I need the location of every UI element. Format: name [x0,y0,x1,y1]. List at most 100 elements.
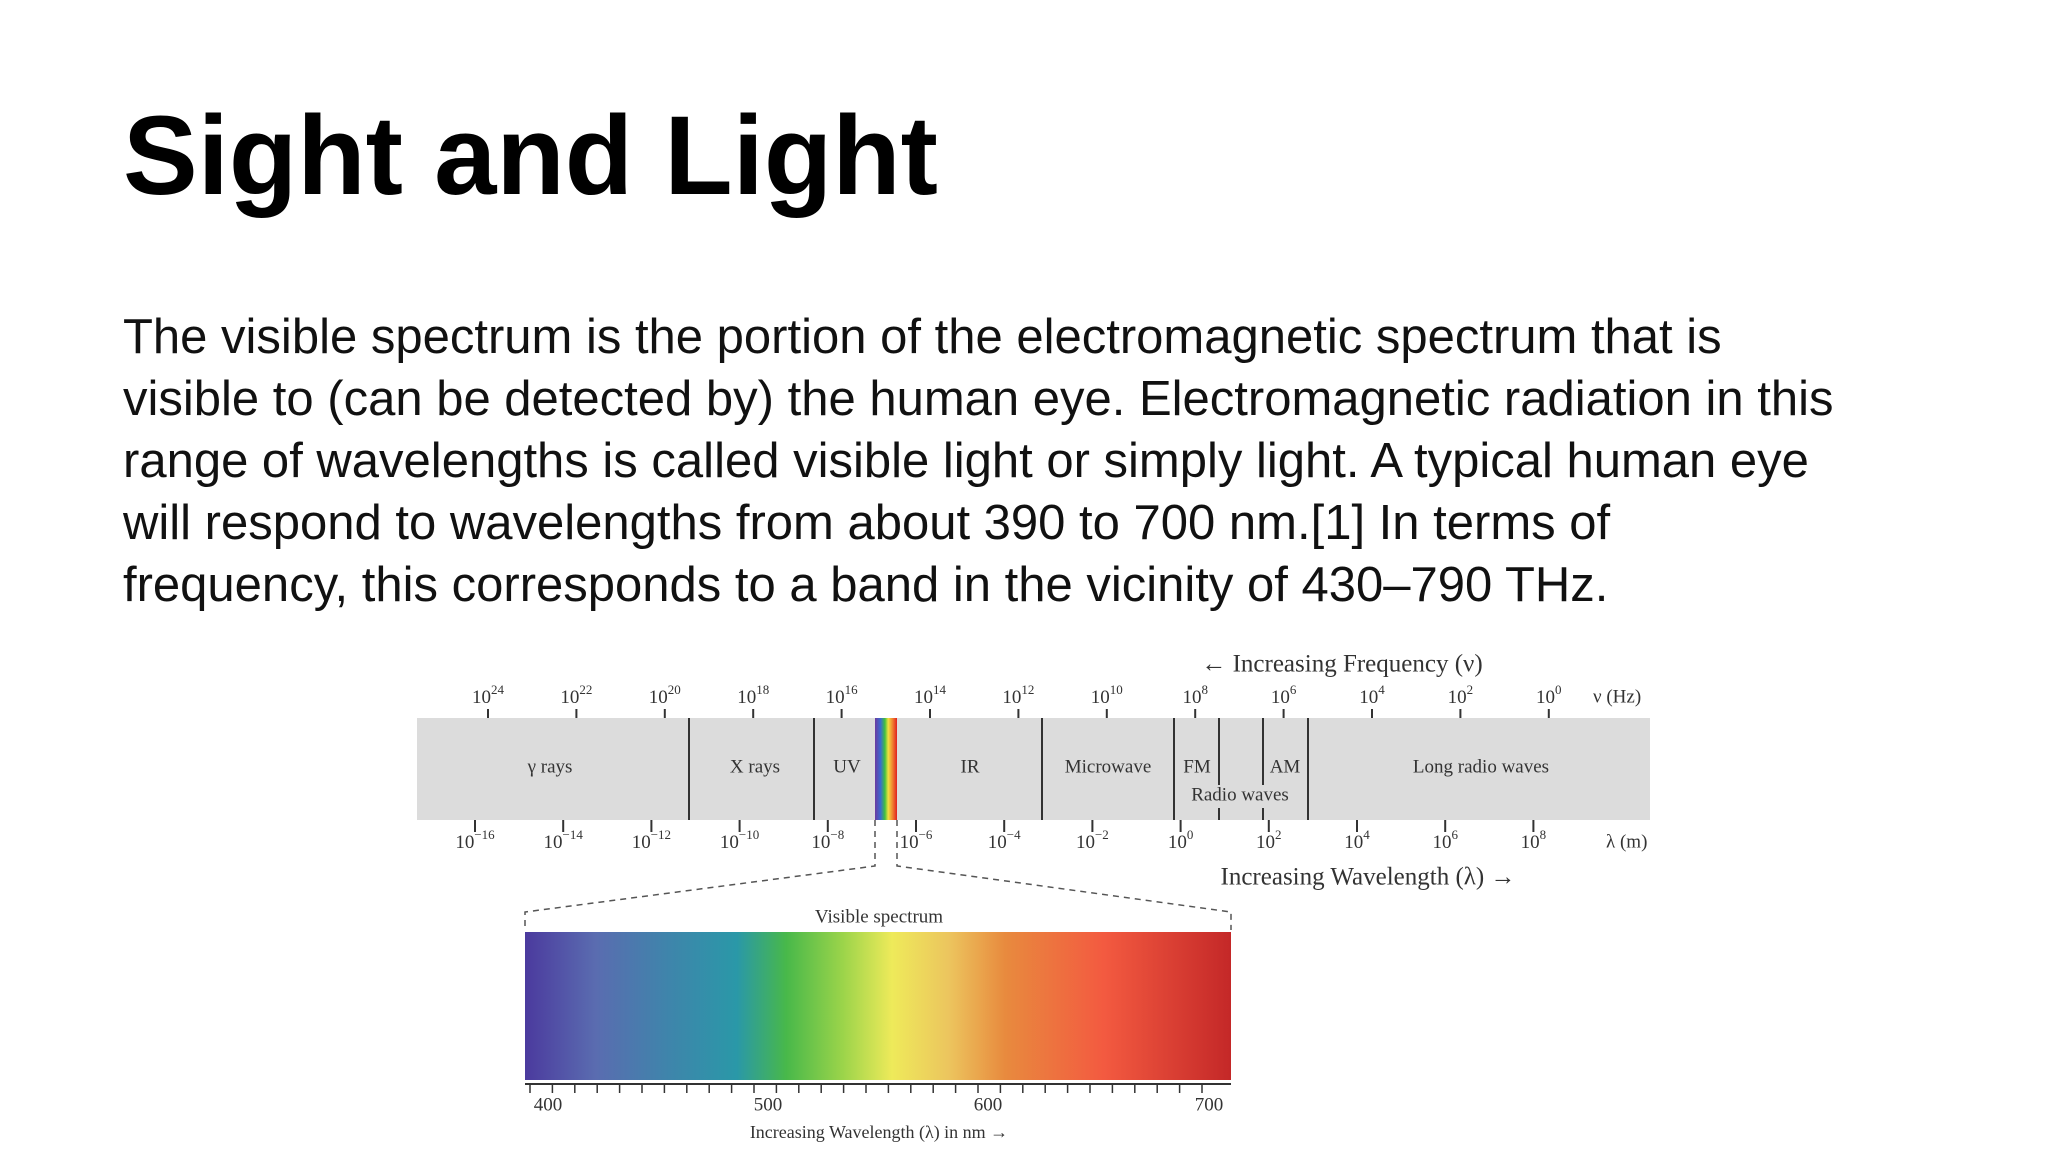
power-label: 106 [1271,682,1297,708]
power-label: 1018 [737,682,769,708]
band-label: UV [833,756,861,777]
power-exponent: −12 [651,827,671,842]
power-base: 10 [720,832,739,853]
visible-stripe [875,718,897,820]
visible-axis-title: Increasing Wavelength (λ) in nm → [750,1122,1008,1143]
power-label: 108 [1521,827,1547,853]
band-label: Microwave [1065,756,1152,777]
band-label: IR [961,756,980,777]
power-exponent: 6 [1290,682,1297,697]
power-label: 1012 [1002,682,1034,708]
power-label: 1022 [560,682,592,708]
spectrum-bar [417,718,1650,820]
power-exponent: 8 [1201,682,1208,697]
power-base: 10 [1521,832,1540,853]
power-exponent: 22 [579,682,592,697]
power-base: 10 [737,687,756,708]
power-label: 100 [1168,827,1194,853]
power-base: 10 [1344,832,1363,853]
power-exponent: 0 [1187,827,1194,842]
power-exponent: 6 [1451,827,1458,842]
power-base: 10 [472,687,491,708]
power-base: 10 [1271,687,1290,708]
power-exponent: 18 [756,682,769,697]
wavelength-axis-title: Increasing Wavelength (λ) → [1221,864,1516,891]
visible-ticks [529,1084,1203,1093]
power-base: 10 [1168,832,1187,853]
power-label: 1014 [914,682,947,708]
power-exponent: −14 [563,827,584,842]
power-exponent: 0 [1555,682,1562,697]
power-label: 1010 [1091,682,1123,708]
power-label: 10−14 [544,827,584,853]
power-base: 10 [914,687,933,708]
power-base: 10 [900,832,919,853]
slide-title: Sight and Light [123,93,938,218]
power-exponent: 8 [1540,827,1547,842]
band-label: AM [1270,756,1301,777]
power-base: 10 [988,832,1007,853]
power-label: 102 [1448,682,1474,708]
zoom-lines [524,820,1232,930]
frequency-axis-title: ← Increasing Frequency (ν) [1201,651,1482,678]
power-exponent: 4 [1378,682,1385,697]
power-base: 10 [560,687,579,708]
visible-gradient [525,932,1231,1080]
visible-tick-label: 400 [534,1094,563,1115]
band-dividers [688,718,1309,820]
power-exponent: 20 [668,682,681,697]
power-exponent: −2 [1095,827,1109,842]
power-base: 10 [632,832,651,853]
visible-tick-label: 600 [974,1094,1003,1115]
power-label: 10−12 [632,827,671,853]
power-base: 10 [826,687,845,708]
power-base: 10 [1256,832,1275,853]
power-base: 10 [1432,832,1451,853]
power-exponent: 4 [1363,827,1370,842]
power-exponent: 24 [491,682,505,697]
visible-tick-label: 700 [1195,1094,1224,1115]
radio-label: Radio waves [1191,784,1289,805]
power-label: 1016 [826,682,859,708]
power-base: 10 [1002,687,1021,708]
power-base: 10 [455,832,474,853]
power-exponent: 2 [1467,682,1474,697]
power-label: 1020 [649,682,681,708]
body-line: visible to (can be detected by) the huma… [123,372,1834,426]
power-exponent: 12 [1021,682,1034,697]
body-line: frequency, this corresponds to a band in… [123,558,1609,612]
power-label: 108 [1182,682,1208,708]
frequency-unit: ν (Hz) [1593,686,1641,707]
power-exponent: 10 [1110,682,1123,697]
band-label: Long radio waves [1413,756,1549,777]
power-base: 10 [1448,687,1467,708]
power-base: 10 [811,832,830,853]
visible-title: Visible spectrum [815,906,943,927]
power-exponent: −8 [830,827,844,842]
power-label: 10−2 [1076,827,1109,853]
band-label: γ rays [527,756,573,777]
power-label: 104 [1344,827,1370,853]
power-exponent: −6 [919,827,933,842]
power-base: 10 [1076,832,1095,853]
power-exponent: 2 [1275,827,1282,842]
power-label: 10−16 [455,827,495,853]
power-label: 10−4 [988,827,1021,853]
power-base: 10 [649,687,668,708]
power-label: 104 [1359,682,1385,708]
visible-tick-label: 500 [754,1094,783,1115]
power-base: 10 [1091,687,1110,708]
band-label: FM [1183,756,1211,777]
power-base: 10 [544,832,563,853]
wavelength-unit: λ (m) [1606,831,1647,852]
body-line: will respond to wavelengths from about 3… [123,496,1611,550]
power-exponent: −10 [739,827,759,842]
power-exponent: −4 [1007,827,1021,842]
power-exponent: −16 [474,827,495,842]
power-label: 106 [1432,827,1458,853]
power-label: 10−8 [811,827,844,853]
body-line: The visible spectrum is the portion of t… [123,310,1722,364]
power-label: 10−6 [900,827,933,853]
